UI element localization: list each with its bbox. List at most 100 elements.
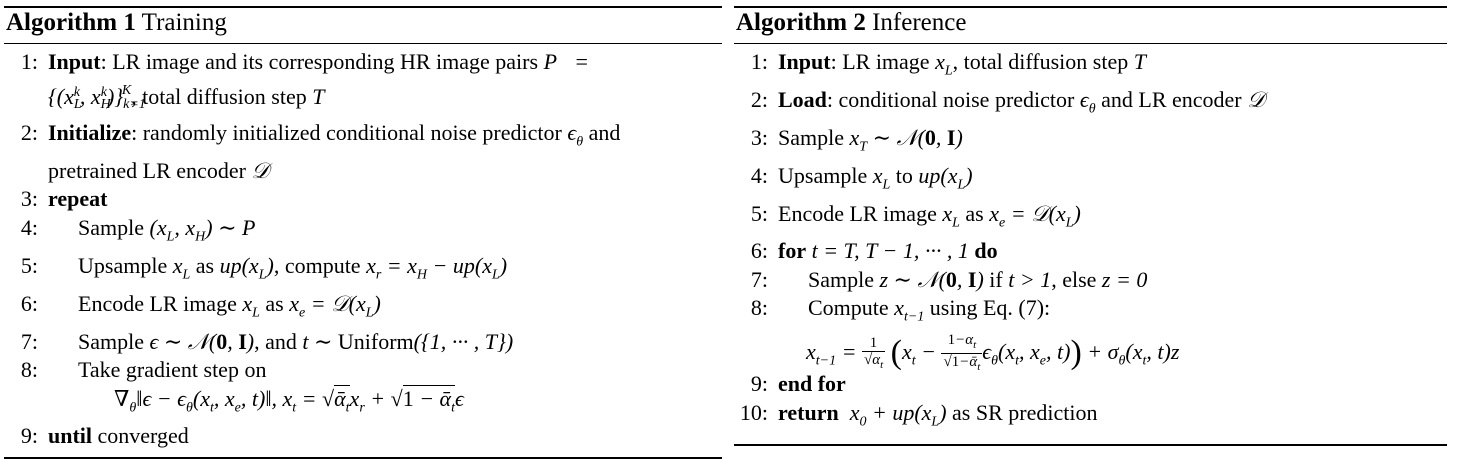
- line-number: 5:: [750, 200, 768, 226]
- algo2-line-5: 5: Encode LR image xL as xe = 𝒟(xL): [734, 200, 1447, 238]
- math-t: T: [312, 83, 325, 109]
- keyword: until: [48, 423, 93, 449]
- math-xt-sample: xT ∼ 𝒩(0, I): [849, 124, 963, 155]
- line-text: Compute: [808, 295, 895, 321]
- keyword: end for: [778, 371, 846, 397]
- line-text: : randomly initialized conditional noise…: [131, 120, 568, 145]
- math-uniform: t ∼ Uniform({1, ··· , T}): [302, 328, 514, 354]
- line-text-2: , total diffusion step: [952, 49, 1134, 74]
- math-t: T: [1133, 49, 1146, 74]
- math-encoder: 𝒟: [251, 157, 269, 183]
- line-text: Upsample: [778, 162, 873, 188]
- keyword: for: [778, 238, 807, 264]
- algo2-line-2: 2: Load: conditional noise predictor ϵθ …: [734, 86, 1447, 124]
- math-up-xl: up(xL): [918, 162, 973, 193]
- line-text-2: , and: [254, 328, 303, 354]
- line-text: Sample: [78, 328, 150, 354]
- keyword: return: [778, 399, 839, 425]
- keyword: Input: [48, 49, 101, 74]
- math-eps-theta: ϵθ: [567, 120, 584, 150]
- line-text-2: using Eq. (7):: [924, 295, 1051, 321]
- algorithm-2-lines: 1: Input: LR image xL, total diffusion s…: [734, 48, 1447, 437]
- algo1-line-8: 8: Take gradient step on: [4, 356, 722, 385]
- line-text-2: if: [983, 266, 1009, 292]
- math-encode: xe = 𝒟(xL): [289, 290, 381, 321]
- algo2-line-10: 10: return x0 + up(xL) as SR prediction: [734, 399, 1447, 437]
- algo1-gradient-formula: ∇θ‖ϵ − ϵθ(xt, xe, t)‖, xt = √ᾱtxr + √1 −…: [4, 384, 722, 423]
- keyword: Initialize: [48, 120, 132, 145]
- line-text: Sample: [778, 124, 850, 150]
- line-number: 2:: [20, 120, 38, 145]
- line-number: 3:: [750, 124, 768, 150]
- algorithm-1-title: Algorithm 1 Training: [4, 8, 722, 38]
- line-number: 10:: [739, 399, 768, 425]
- line-text-cont: , total diffusion step: [131, 83, 313, 109]
- line-text: : LR image and its corresponding HR imag…: [100, 49, 544, 74]
- keyword: Load: [778, 86, 827, 112]
- line-text: Sample: [78, 214, 150, 240]
- algo1-line-9: 9: until converged: [4, 422, 722, 451]
- algo1-line-7: 7: Sample ϵ ∼ 𝒩(0, I), and t ∼ Uniform({…: [4, 328, 722, 357]
- keyword-do: do: [974, 238, 998, 264]
- algorithm-1-lines: 1: Input: LR image and its corresponding…: [4, 48, 722, 451]
- line-text-2: as: [959, 200, 990, 226]
- algo2-line-6: 6: for t = T, T − 1, ··· , 1 do: [734, 237, 1447, 266]
- algo2-line-7: 7: Sample z ∼ 𝒩(0, I) if t > 1, else z =…: [734, 266, 1447, 295]
- algo2-line-3: 3: Sample xT ∼ 𝒩(0, I): [734, 124, 1447, 162]
- math-gradient: ∇θ‖ϵ − ϵθ(xt, xe, t)‖, xt = √ᾱtxr + √1 −…: [114, 384, 464, 415]
- math-z-sample: z ∼ 𝒩(0, I): [879, 266, 984, 292]
- line-text: : conditional noise predictor: [826, 86, 1080, 112]
- line-text: converged: [92, 423, 189, 449]
- line-number: 7:: [750, 266, 768, 292]
- line-text: : LR image: [830, 49, 936, 74]
- algo2-line-1: 1: Input: LR image xL, total diffusion s…: [734, 48, 1447, 86]
- line-text-3: , compute: [273, 252, 367, 278]
- line-number: 3:: [20, 186, 38, 212]
- math-update-equation: xt−1 = 1 √αt (xt − 1−αt √1−ᾱt ϵθ(xt, xe, t)…: [806, 332, 1180, 374]
- math-z-zero: z = 0: [1101, 266, 1148, 292]
- algorithm-2-block: Algorithm 2 Inference 1: Input: LR image…: [734, 6, 1447, 446]
- math-noise: ϵ ∼ 𝒩(0, I): [149, 328, 255, 354]
- algo2-update-formula: xt−1 = 1 √αt (xt − 1−αt √1−ᾱt ϵθ(xt, xe, t)…: [734, 332, 1447, 374]
- algo1-line-1-cont: {(xLk, xHk)}k=1K, total diffusion step T: [4, 77, 722, 120]
- line-text: Sample: [808, 266, 880, 292]
- algorithm-1-name: Training: [141, 9, 227, 36]
- math-xl: xL: [935, 49, 953, 79]
- line-number: 9:: [20, 423, 38, 449]
- algo1-line-3: 3: repeat: [4, 185, 722, 214]
- line-text: Encode LR image: [78, 290, 243, 316]
- line-number: 4:: [20, 214, 38, 240]
- math-final-output: x0 + up(xL): [849, 399, 947, 430]
- mid-rule: [4, 43, 722, 44]
- line-text: Encode LR image: [778, 200, 943, 226]
- top-rule: [734, 6, 1447, 8]
- line-number: 1:: [20, 49, 38, 74]
- line-text-2: and LR encoder: [1095, 86, 1248, 112]
- math-t-gt-1: t > 1: [1008, 266, 1052, 292]
- line-number: 5:: [20, 252, 38, 278]
- line-number: 6:: [750, 238, 768, 264]
- top-rule: [4, 6, 722, 8]
- line-number: 1:: [750, 49, 768, 74]
- math-pairs-set: {(xLk, xHk)}k=1K: [48, 82, 146, 112]
- line-text: Upsample: [78, 252, 173, 278]
- line-text-2: as: [190, 252, 220, 278]
- keyword: Input: [778, 49, 831, 74]
- bottom-rule: [734, 443, 1447, 446]
- line-text: Take gradient step on: [78, 357, 267, 383]
- keyword: repeat: [48, 186, 108, 212]
- line-tail: and: [583, 120, 621, 145]
- line-text-3: , else: [1051, 266, 1102, 292]
- line-text-2: as: [259, 290, 290, 316]
- math-encode: xe = 𝒟(xL): [989, 200, 1081, 230]
- algorithm-1-block: Algorithm 1 Training 1: Input: LR image …: [4, 6, 722, 459]
- line-number: 4:: [750, 162, 768, 188]
- math-xl: xL: [872, 162, 891, 193]
- algo1-line-6: 6: Encode LR image xL as xe = 𝒟(xL): [4, 290, 722, 328]
- line-text: as SR prediction: [946, 399, 1098, 425]
- algo1-line-1: 1: Input: LR image and its corresponding…: [4, 48, 722, 77]
- algo2-line-8: 8: Compute xt−1 using Eq. (7):: [734, 294, 1447, 332]
- line-number: 7:: [20, 328, 38, 354]
- algo1-line-4: 4: Sample (xL, xH) ∼ P: [4, 214, 722, 252]
- algo1-line-2-cont: pretrained LR encoder 𝒟: [4, 157, 722, 186]
